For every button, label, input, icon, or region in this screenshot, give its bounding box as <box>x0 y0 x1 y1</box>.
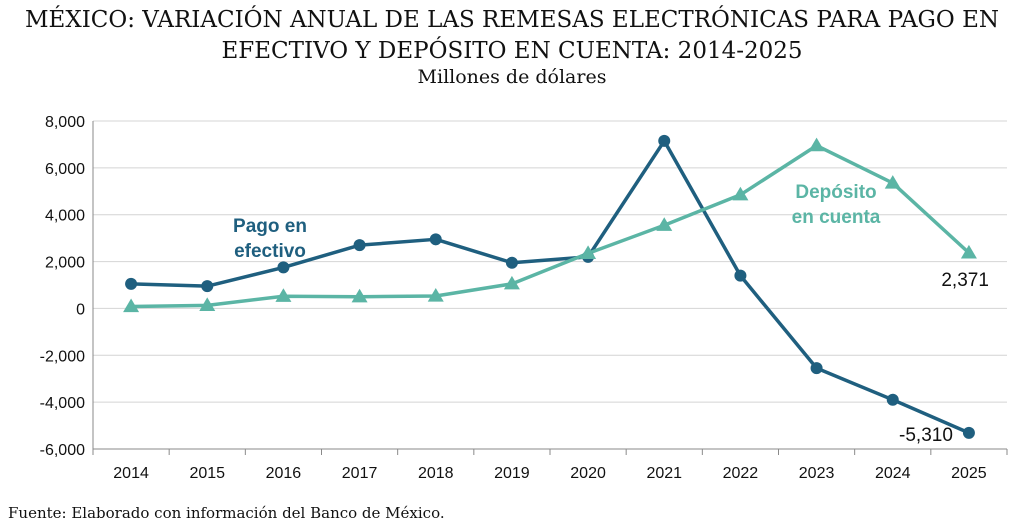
x-tick-label: 2015 <box>189 465 225 482</box>
series-label-pago-line2: efectivo <box>234 241 306 262</box>
y-tick-label: 2,000 <box>45 255 85 272</box>
data-point-triangle <box>580 245 597 259</box>
data-point-triangle <box>123 298 140 313</box>
data-point-circle <box>353 239 366 252</box>
data-point-circle <box>429 233 442 246</box>
x-tick-label: 2025 <box>951 465 987 482</box>
series-label-pago-line1: Pago en <box>233 216 307 237</box>
series-markers <box>123 134 977 439</box>
chart-title-line-2: EFECTIVO Y DEPÓSITO EN CUENTA: 2014-2025 <box>221 38 803 64</box>
series-label-deposito-line2: en cuenta <box>792 207 881 228</box>
x-tick-label: 2019 <box>494 465 530 482</box>
data-point-circle <box>886 393 899 406</box>
data-point-triangle <box>427 288 444 302</box>
x-tick-label: 2021 <box>646 465 682 482</box>
end-value-label-pago: -5,310 <box>899 425 953 446</box>
x-tick-label: 2014 <box>113 465 149 482</box>
series-label-deposito-line1: Depósito <box>795 182 876 203</box>
data-point-triangle <box>351 288 368 303</box>
x-tick-label: 2016 <box>266 465 302 482</box>
data-point-circle <box>277 261 290 274</box>
data-point-circle <box>201 280 214 293</box>
y-axis: 8,000 6,000 4,000 2,000 0 -2,000 -4,000 -6,000 <box>40 114 94 459</box>
x-tick-label: 2024 <box>875 465 911 482</box>
y-tick-label: -4,000 <box>40 395 85 412</box>
y-tick-label: 0 <box>76 301 85 318</box>
data-point-circle <box>125 277 138 290</box>
x-tick-label: 2023 <box>799 465 835 482</box>
data-point-triangle <box>275 288 292 302</box>
gridlines <box>93 120 1007 450</box>
data-point-triangle <box>656 217 673 231</box>
data-point-circle <box>505 256 518 269</box>
y-tick-label: 8,000 <box>45 114 85 131</box>
source-note: Fuente: Elaborado con información del Ba… <box>8 504 445 522</box>
y-tick-label: -2,000 <box>40 348 85 365</box>
data-point-triangle <box>732 186 749 201</box>
x-tick-label: 2022 <box>723 465 759 482</box>
y-tick-label: -6,000 <box>40 442 85 459</box>
data-point-triangle <box>960 244 977 259</box>
data-point-circle <box>658 134 671 147</box>
series-line-1 <box>131 143 971 309</box>
data-point-circle <box>734 269 747 282</box>
data-point-circle <box>962 426 975 439</box>
data-point-triangle <box>503 275 520 290</box>
series-labels: Pago en efectivo Depósito en cuenta 2,371 -5,… <box>233 182 989 446</box>
x-tick-label: 2018 <box>418 465 454 482</box>
chart-title-line-1: MÉXICO: VARIACIÓN ANUAL DE LAS REMESAS E… <box>24 7 1000 33</box>
data-point-circle <box>810 362 823 375</box>
chart-subtitle: Millones de dólares <box>417 66 607 88</box>
x-axis: 2014 2015 2016 2017 2018 2019 2020 2021 2022 2023… <box>92 448 1008 482</box>
series-lines <box>131 139 971 435</box>
y-tick-label: 6,000 <box>45 161 85 178</box>
series-line-0 <box>131 139 970 435</box>
data-point-triangle <box>884 175 901 189</box>
data-point-triangle <box>199 297 216 311</box>
end-value-label-deposito: 2,371 <box>941 270 989 291</box>
x-tick-label: 2020 <box>570 465 606 482</box>
x-tick-label: 2017 <box>342 465 378 482</box>
y-tick-label: 4,000 <box>45 208 85 225</box>
data-point-triangle <box>808 137 825 152</box>
